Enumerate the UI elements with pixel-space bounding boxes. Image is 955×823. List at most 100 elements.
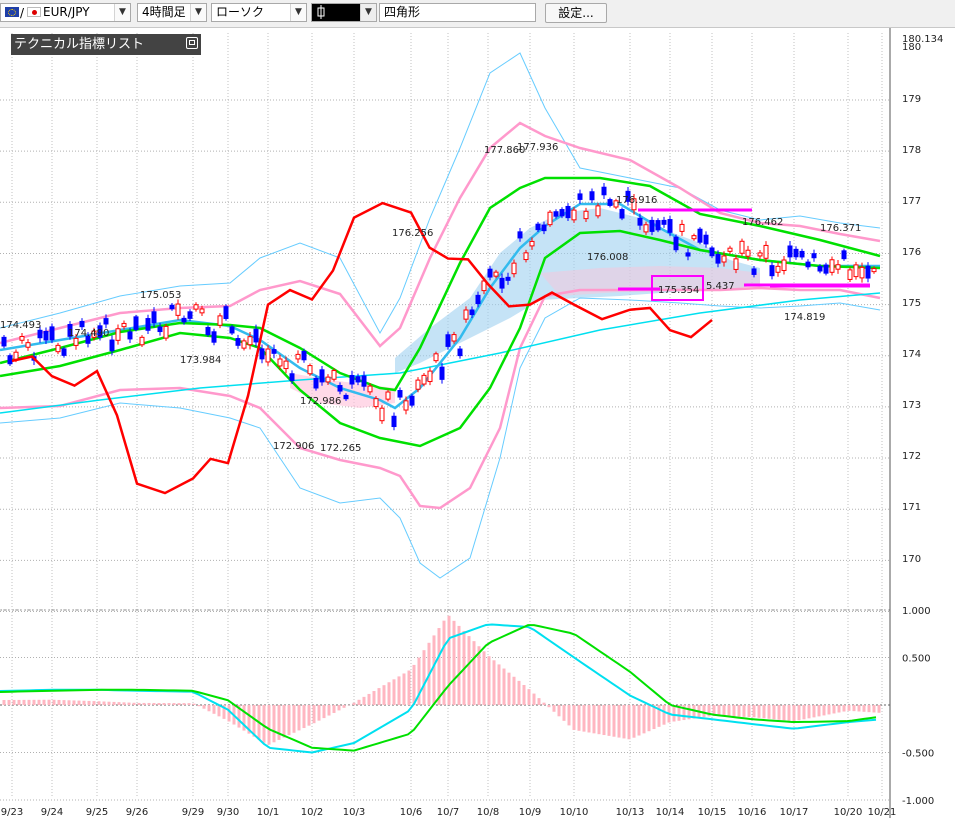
histogram-bar bbox=[537, 698, 541, 705]
candle-body bbox=[85, 335, 91, 344]
candle-body bbox=[295, 353, 301, 360]
symbol-separator: / bbox=[20, 6, 25, 20]
histogram-bar bbox=[617, 705, 621, 738]
histogram-bar bbox=[392, 679, 396, 705]
candle-body bbox=[475, 294, 481, 305]
histogram-bar bbox=[717, 705, 721, 717]
candle-body bbox=[697, 228, 703, 243]
histogram-bar bbox=[767, 705, 771, 719]
histogram-bar bbox=[97, 701, 101, 705]
histogram-bar bbox=[637, 705, 641, 736]
candle-body bbox=[235, 338, 241, 346]
histogram-bar bbox=[647, 705, 651, 732]
price-annotation: 172.986 bbox=[300, 396, 341, 407]
candle-body bbox=[565, 205, 571, 219]
candle-body bbox=[385, 391, 391, 400]
date-label: 9/29 bbox=[182, 807, 204, 818]
candlesticks bbox=[1, 182, 877, 431]
histogram-bar bbox=[367, 693, 371, 705]
price-annotation: 176.462 bbox=[742, 217, 783, 228]
candle-body bbox=[451, 334, 457, 342]
candle-body bbox=[19, 336, 25, 341]
histogram-bar bbox=[422, 650, 426, 705]
histogram-bar bbox=[782, 705, 786, 721]
histogram-bar bbox=[517, 680, 521, 705]
chevron-down-icon[interactable]: ▼ bbox=[114, 4, 130, 21]
histogram-bar bbox=[137, 702, 141, 705]
candle-body bbox=[157, 326, 163, 333]
date-label: 10/1 bbox=[257, 807, 279, 818]
candle-body bbox=[319, 369, 325, 383]
price-annotation: 177.860 bbox=[484, 145, 525, 156]
signal-line bbox=[0, 624, 877, 752]
candle-body bbox=[229, 326, 235, 334]
price-tick-label: 171 bbox=[902, 502, 921, 513]
draw-style-select[interactable]: ▼ bbox=[311, 3, 377, 22]
date-label: 10/20 bbox=[834, 807, 863, 818]
osc-tick-label: -0.500 bbox=[902, 749, 934, 760]
date-label: 10/10 bbox=[560, 807, 589, 818]
candle-body bbox=[67, 323, 73, 337]
settings-button[interactable]: 設定... bbox=[545, 3, 607, 23]
histogram-bar bbox=[207, 705, 211, 712]
histogram-bar bbox=[747, 705, 751, 718]
candle-body bbox=[421, 374, 427, 385]
histogram-bar bbox=[397, 676, 401, 705]
candle-body bbox=[223, 306, 229, 319]
indicator-list-panel[interactable]: テクニカル指標リスト bbox=[11, 34, 201, 55]
histogram-bar bbox=[872, 705, 876, 713]
histogram-bar bbox=[112, 701, 116, 705]
histogram-bar bbox=[467, 636, 471, 705]
candle-body bbox=[631, 198, 637, 211]
candle-body bbox=[379, 407, 385, 422]
candle-body bbox=[247, 336, 253, 346]
histogram-bar bbox=[597, 705, 601, 735]
histogram-bar bbox=[187, 703, 191, 705]
price-annotation: 175.354 bbox=[658, 285, 699, 296]
histogram-bar bbox=[312, 705, 316, 724]
chart-type-select[interactable]: ローソク ▼ bbox=[211, 3, 307, 22]
chevron-down-icon[interactable]: ▼ bbox=[190, 4, 206, 21]
candle-body bbox=[469, 309, 475, 316]
date-label: 9/30 bbox=[217, 807, 239, 818]
histogram-bar bbox=[762, 705, 766, 719]
histogram-bar bbox=[837, 705, 841, 713]
candle-body bbox=[751, 268, 757, 275]
chevron-down-icon[interactable]: ▼ bbox=[360, 4, 376, 21]
histogram-bar bbox=[237, 705, 241, 728]
candle-body bbox=[457, 348, 463, 357]
shape-field[interactable]: 四角形 bbox=[379, 3, 536, 22]
restore-icon[interactable] bbox=[186, 37, 198, 49]
candle-body bbox=[571, 209, 577, 221]
candle-body bbox=[529, 240, 535, 247]
histogram-bar bbox=[577, 705, 581, 731]
histogram-bar bbox=[707, 705, 711, 717]
histogram-bar bbox=[332, 705, 336, 713]
price-chart[interactable]: 174.493 175.053 174.490 173.984 172.986 172.9… bbox=[0, 28, 955, 823]
date-label: 9/25 bbox=[86, 807, 108, 818]
histogram-bar bbox=[622, 705, 626, 739]
candle-body bbox=[301, 351, 307, 361]
candle-body bbox=[79, 320, 85, 328]
candle-body bbox=[331, 370, 337, 380]
candle-body bbox=[703, 234, 709, 245]
chevron-down-icon[interactable]: ▼ bbox=[290, 4, 306, 21]
candle-body bbox=[655, 220, 661, 231]
symbol-select[interactable]: / EUR/JPY ▼ bbox=[0, 3, 131, 22]
candle-body bbox=[403, 400, 409, 411]
histogram-bar bbox=[2, 700, 6, 705]
candle-body bbox=[169, 304, 175, 310]
drawn-markers[interactable] bbox=[618, 208, 870, 301]
date-label: 9/24 bbox=[41, 807, 63, 818]
timeframe-select[interactable]: 4時間足 ▼ bbox=[137, 3, 207, 22]
histogram-bar bbox=[812, 705, 816, 718]
histogram-bar bbox=[102, 701, 106, 705]
histogram-bar bbox=[177, 703, 181, 705]
price-tick-label: 170 bbox=[902, 554, 921, 565]
candle-body bbox=[517, 231, 523, 239]
histogram-bar bbox=[787, 705, 791, 721]
candle-body bbox=[313, 377, 319, 389]
histogram-bar bbox=[592, 705, 596, 734]
candle-body bbox=[859, 266, 865, 279]
histogram-bar bbox=[627, 705, 631, 740]
